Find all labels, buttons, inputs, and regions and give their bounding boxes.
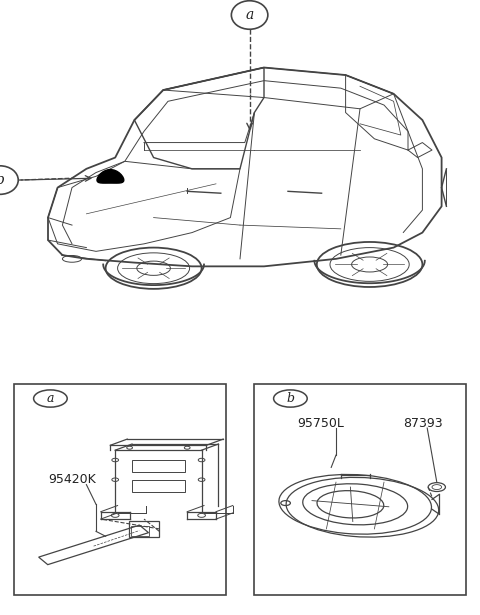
Text: b: b [287,392,294,405]
Text: b: b [0,173,4,187]
Text: a: a [47,392,54,405]
Circle shape [231,1,268,30]
Bar [14,384,226,595]
Circle shape [0,166,18,194]
Bar [132,460,185,472]
Bar [254,384,466,595]
Text: 95750L: 95750L [298,416,345,430]
Text: a: a [245,8,254,22]
Bar [129,521,159,537]
Text: 87393: 87393 [403,416,443,430]
Circle shape [34,390,67,407]
Polygon shape [97,170,124,183]
Text: 95420K: 95420K [48,473,96,486]
Bar [131,526,149,536]
Bar [132,480,185,492]
Circle shape [274,390,307,407]
